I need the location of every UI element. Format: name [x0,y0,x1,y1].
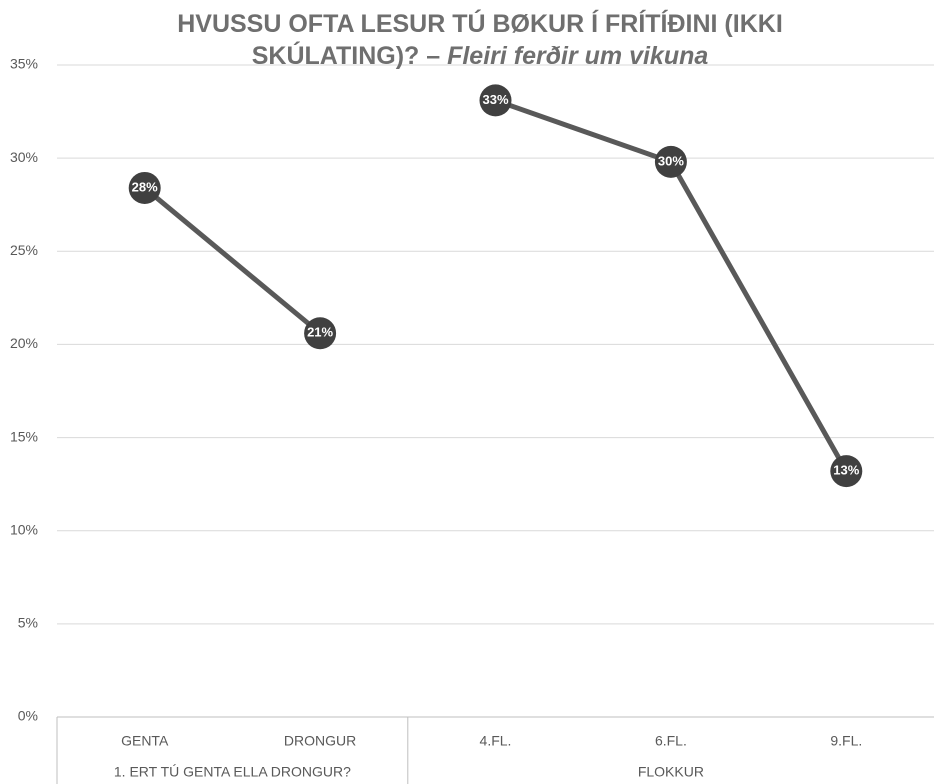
chart-title-block: HVUSSU OFTA LESUR TÚ BØKUR Í FRÍTÍÐINI (… [150,8,810,72]
data-label: 28% [132,179,158,194]
x-tick-label: GENTA [121,733,169,749]
marker [830,455,863,488]
y-tick-label: 30% [10,149,38,165]
y-tick-label: 15% [10,428,38,444]
chart-title: HVUSSU OFTA LESUR TÚ BØKUR Í FRÍTÍÐINI (… [177,10,783,70]
x-tick-label: 6.FL. [655,733,687,749]
x-tick-label: DRONGUR [284,733,356,749]
y-tick-label: 5% [18,615,38,631]
group-label: FLOKKUR [638,764,704,780]
marker [304,317,337,350]
data-label: 33% [482,92,508,107]
data-label: 30% [658,153,684,168]
data-label: 13% [833,463,859,478]
y-tick-label: 20% [10,335,38,351]
y-tick-label: 35% [10,56,38,72]
data-label: 21% [307,325,333,340]
marker [479,84,512,117]
x-tick-label: 9.FL. [830,733,862,749]
marker [654,145,687,178]
group-label: 1. ERT TÚ GENTA ELLA DRONGUR? [114,764,351,780]
y-tick-label: 10% [10,521,38,537]
y-tick-label: 0% [18,708,38,724]
chart-subtitle: Fleiri ferðir um vikuna [447,42,709,70]
x-tick-label: 4.FL. [480,733,512,749]
y-tick-label: 25% [10,242,38,258]
marker [128,171,161,204]
line [143,186,322,336]
